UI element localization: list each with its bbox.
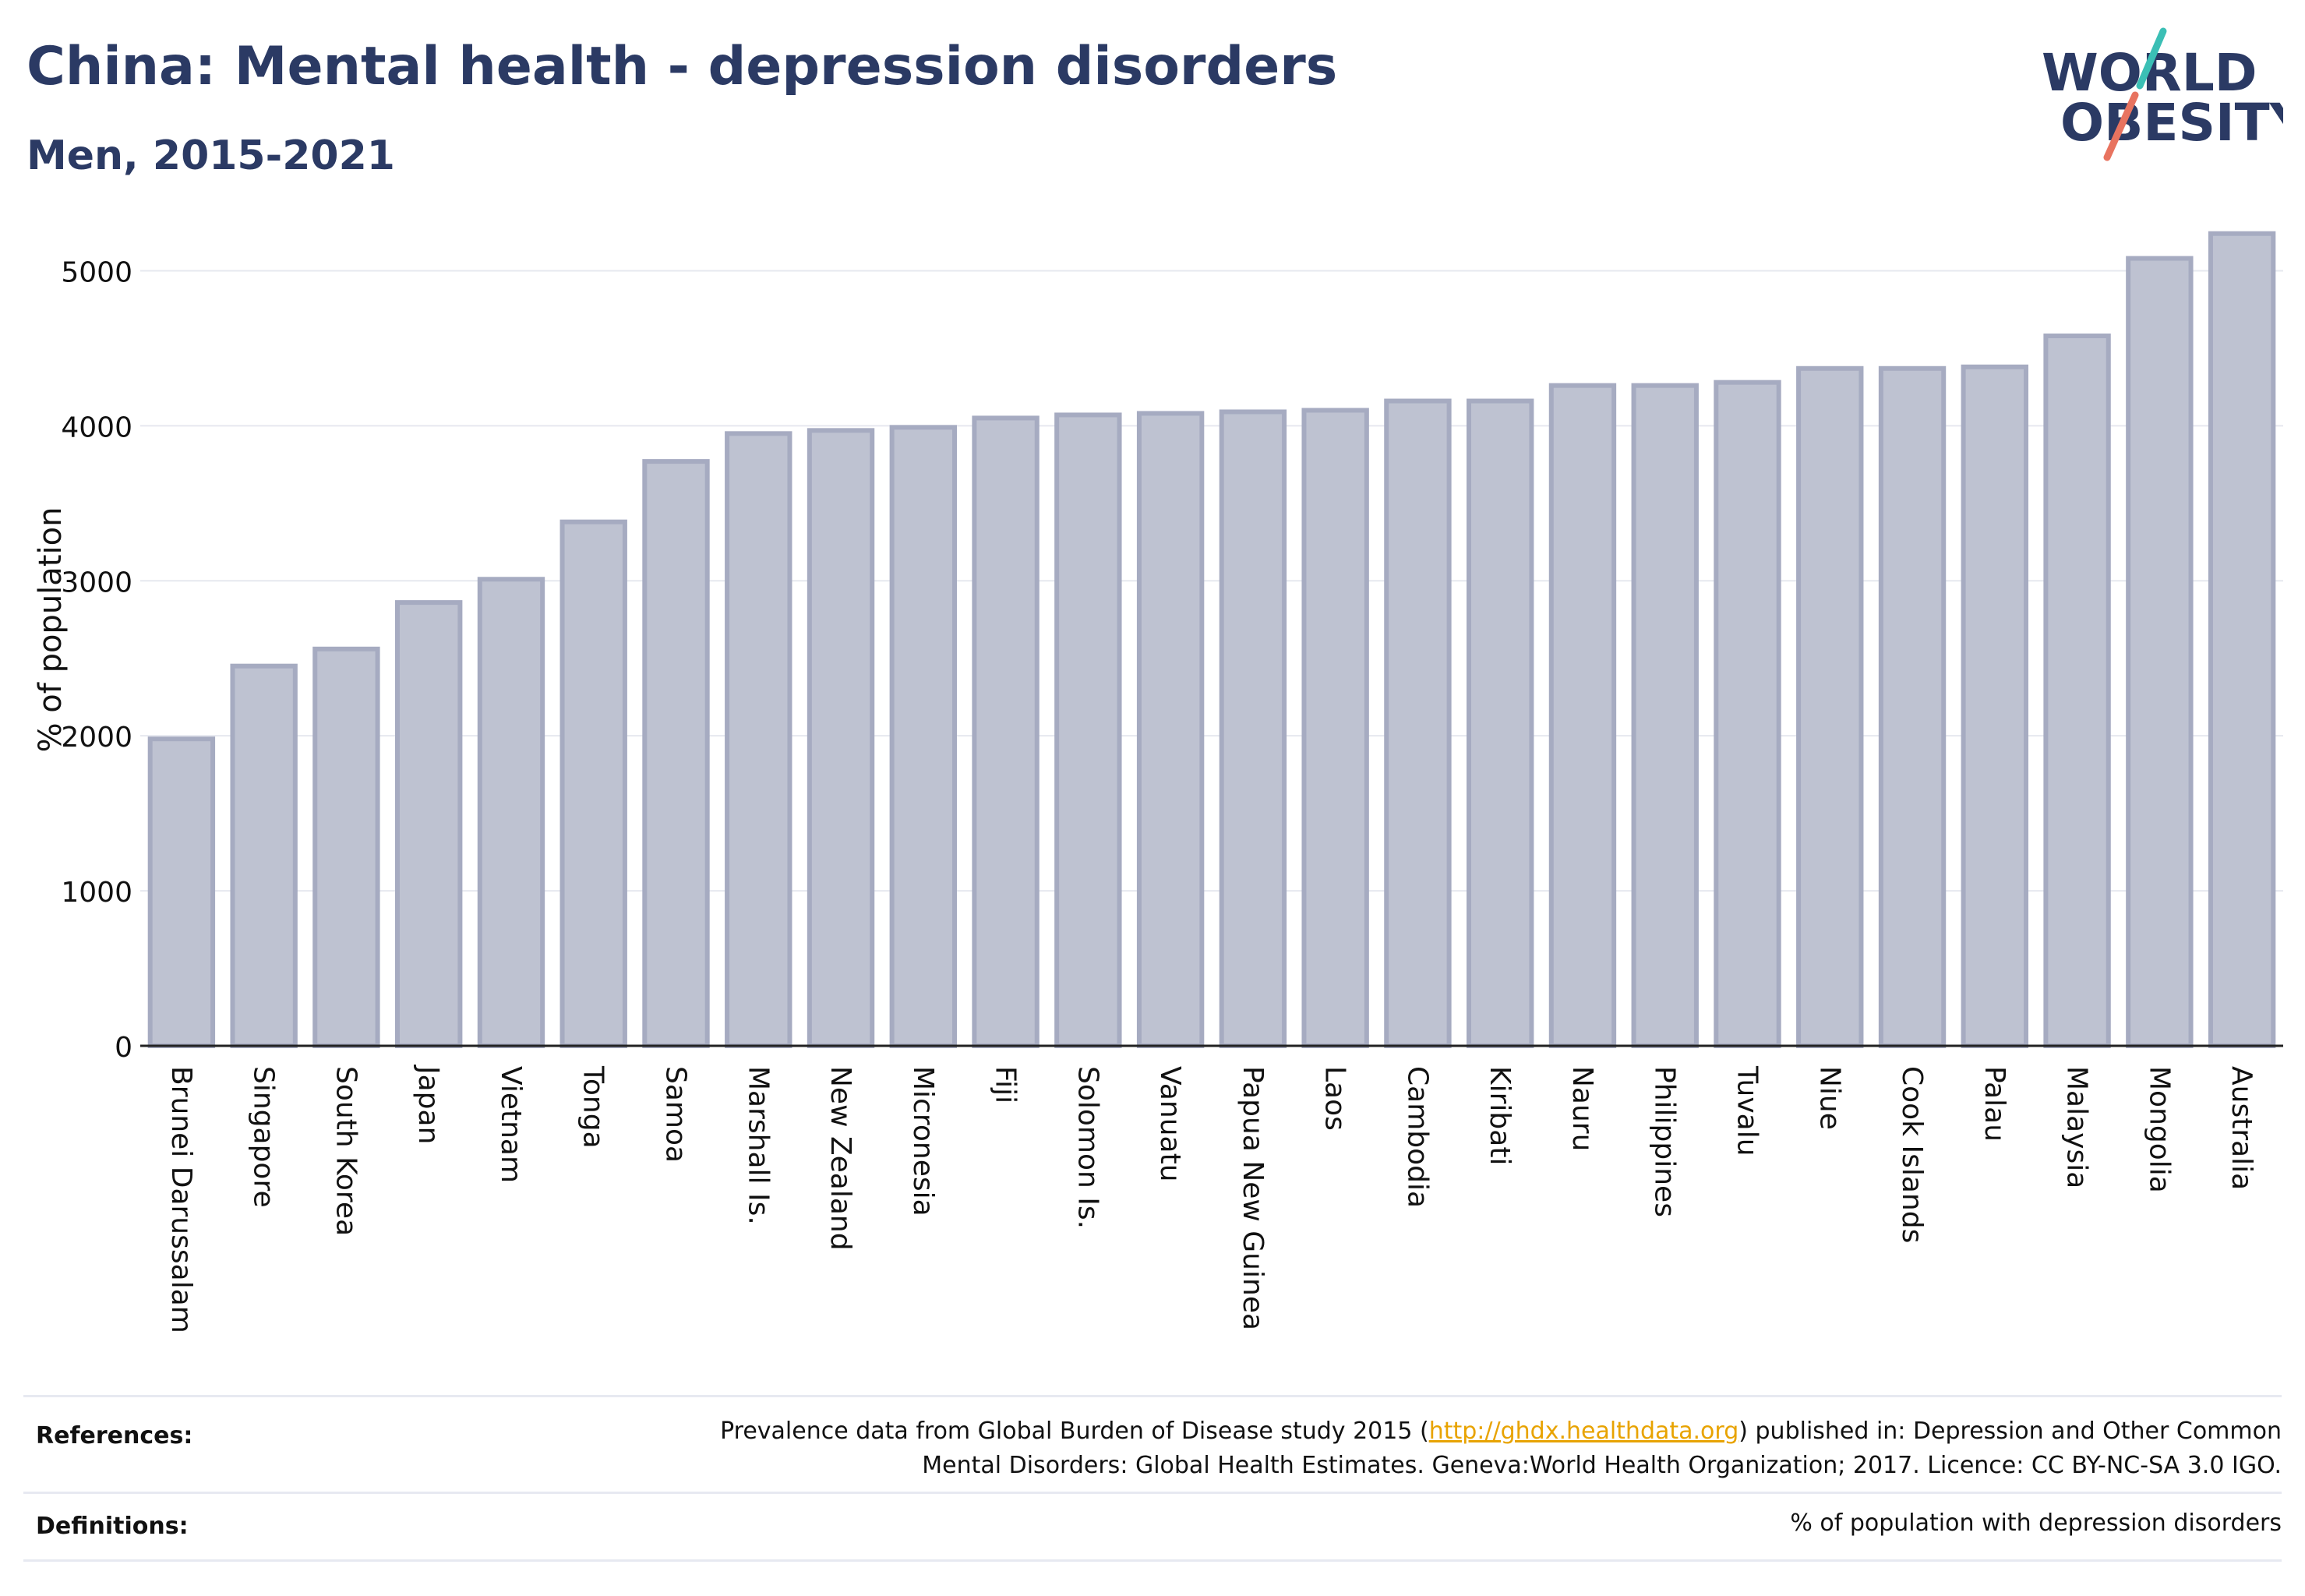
x-tick-label: Japan bbox=[412, 1065, 444, 1144]
y-tick-label: 1000 bbox=[61, 877, 132, 909]
y-tick-labels: 0 1000 2000 3000 4000 5000 bbox=[61, 256, 132, 1064]
x-tick-label: New Zealand bbox=[824, 1066, 856, 1251]
x-tick-label: Kiribati bbox=[1484, 1066, 1516, 1165]
y-tick-label: 3000 bbox=[61, 567, 132, 598]
x-tick-label: South Korea bbox=[330, 1066, 362, 1236]
y-axis-label: % of population bbox=[33, 507, 69, 753]
x-tick-labels: Brunei Darussalam Singapore South Korea Jap… bbox=[165, 1065, 2257, 1333]
x-tick-label: Mongolia bbox=[2143, 1066, 2175, 1193]
bar bbox=[725, 431, 792, 1048]
x-tick-label: Laos bbox=[1319, 1066, 1351, 1131]
bar bbox=[1631, 383, 1699, 1048]
bar bbox=[1796, 365, 1864, 1048]
x-tick-label: Palau bbox=[1978, 1066, 2010, 1142]
bar bbox=[1136, 411, 1205, 1048]
y-tick-label: 4000 bbox=[61, 411, 132, 443]
bar bbox=[2043, 333, 2111, 1049]
definitions-label: Definitions: bbox=[36, 1513, 189, 1540]
references-text: Prevalence data from Global Burden of Di… bbox=[720, 1414, 2282, 1483]
bar bbox=[477, 577, 545, 1048]
bar bbox=[807, 428, 875, 1048]
x-tick-label: Marshall Is. bbox=[742, 1066, 774, 1225]
bar bbox=[1384, 398, 1452, 1048]
bar bbox=[642, 459, 710, 1048]
x-tick-label: Australia bbox=[2226, 1066, 2257, 1190]
logo-word-world: WORLD bbox=[2042, 43, 2257, 103]
bar bbox=[2126, 256, 2194, 1048]
x-tick-label: Vanuatu bbox=[1154, 1066, 1186, 1182]
logo-word-obesity: OBESITY bbox=[2060, 93, 2283, 153]
x-tick-label: Nauru bbox=[1566, 1066, 1598, 1151]
chart-subtitle: Men, 2015-2021 bbox=[26, 132, 395, 179]
bar bbox=[1878, 365, 1947, 1048]
references-text-line2: Mental Disorders: Global Health Estimate… bbox=[922, 1452, 2282, 1479]
bar bbox=[230, 663, 298, 1048]
bar bbox=[2208, 231, 2276, 1049]
x-tick-label: Micronesia bbox=[907, 1066, 939, 1216]
references-row: References: Prevalence data from Global … bbox=[23, 1395, 2282, 1492]
bar bbox=[1219, 409, 1287, 1048]
y-tick-label: 5000 bbox=[61, 256, 132, 288]
bar bbox=[889, 425, 957, 1048]
bar bbox=[312, 646, 380, 1048]
references-text-part1: Prevalence data from Global Burden of Di… bbox=[720, 1418, 1429, 1445]
bar bbox=[559, 519, 627, 1048]
bar bbox=[1548, 383, 1617, 1048]
bar bbox=[1301, 408, 1369, 1048]
definitions-value: % of population with depression disorder… bbox=[1790, 1509, 2282, 1537]
bars bbox=[147, 231, 2276, 1049]
y-tick-label: 0 bbox=[115, 1032, 132, 1064]
references-link[interactable]: http://ghdx.healthdata.org bbox=[1428, 1418, 1739, 1445]
definitions-row: Definitions: % of population with depres… bbox=[23, 1492, 2282, 1562]
x-tick-label: Philippines bbox=[1649, 1066, 1681, 1217]
x-tick-label: Vietnam bbox=[495, 1066, 527, 1183]
x-tick-label: Cambodia bbox=[1401, 1066, 1433, 1208]
x-tick-label: Niue bbox=[1813, 1066, 1845, 1130]
x-tick-label: Brunei Darussalam bbox=[165, 1066, 197, 1333]
x-tick-label: Papua New Guinea bbox=[1237, 1066, 1269, 1330]
chart-title: China: Mental health - depression disord… bbox=[26, 36, 1338, 97]
bar bbox=[395, 600, 463, 1048]
x-tick-label: Malaysia bbox=[2061, 1066, 2093, 1188]
bar-chart: 0 1000 2000 3000 4000 5000 Brunei Darussalam S… bbox=[33, 231, 2283, 1333]
x-tick-label: Samoa bbox=[660, 1066, 692, 1163]
logo-slash-teal bbox=[2136, 27, 2167, 90]
definitions-text: % of population with depression disorder… bbox=[1790, 1506, 2282, 1541]
x-tick-label: Singapore bbox=[248, 1066, 280, 1208]
bar bbox=[1467, 398, 1534, 1048]
bar bbox=[147, 736, 216, 1048]
bar bbox=[1054, 412, 1122, 1048]
references-text-part2: ) published in: Depression and Other Com… bbox=[1738, 1418, 2282, 1445]
x-tick-label: Cook Islands bbox=[1896, 1066, 1928, 1243]
bar bbox=[1961, 364, 2029, 1048]
bar bbox=[972, 415, 1040, 1048]
x-tick-label: Tonga bbox=[577, 1065, 609, 1149]
references-label: References: bbox=[36, 1422, 193, 1449]
y-tick-label: 2000 bbox=[61, 722, 132, 754]
world-obesity-logo: WORLD OBESITY bbox=[2042, 27, 2283, 161]
x-tick-label: Solomon Is. bbox=[1071, 1066, 1103, 1229]
x-tick-label: Tuvalu bbox=[1731, 1065, 1763, 1156]
bar bbox=[1714, 380, 1781, 1049]
x-tick-label: Fiji bbox=[990, 1066, 1022, 1103]
logo-slash-coral bbox=[2103, 91, 2139, 161]
